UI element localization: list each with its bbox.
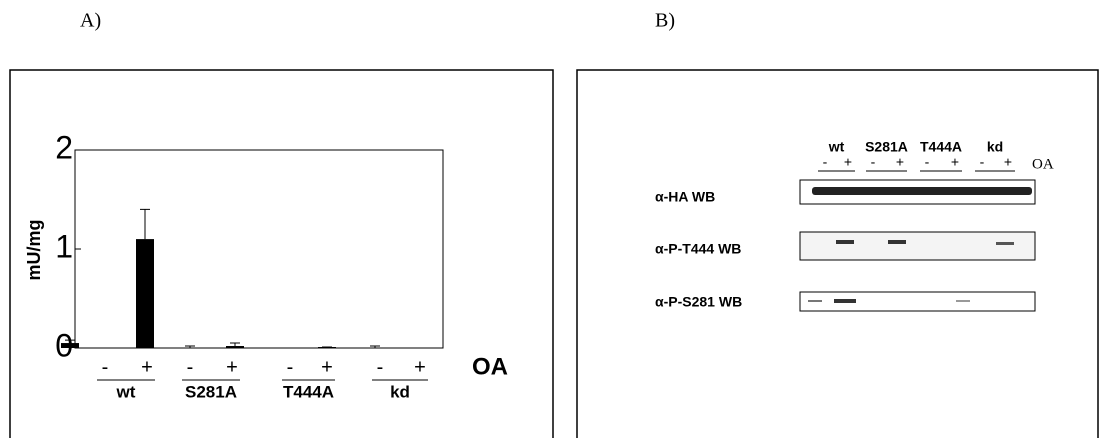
band (808, 300, 822, 302)
y-tick-label: 2 (55, 129, 73, 165)
x-tick-label: + (141, 356, 153, 378)
treatment-label: OA (472, 353, 508, 380)
group-label: S281A (185, 382, 237, 401)
plot-frame (75, 150, 443, 348)
group-label: T444A (283, 382, 334, 401)
x-tick-label: - (287, 356, 294, 378)
bar (226, 346, 244, 348)
band (834, 299, 856, 303)
band (836, 240, 854, 244)
lane-label: + (951, 154, 959, 170)
row-label: α-P-T444 WB (655, 241, 741, 257)
lane-label: - (823, 154, 828, 170)
x-tick-label: - (377, 356, 384, 378)
error-bar (230, 343, 240, 346)
bar (61, 343, 79, 348)
x-tick-label: + (226, 356, 238, 378)
bar (181, 348, 199, 349)
blot-group-label: S281A (865, 139, 908, 155)
panel-label: B) (655, 10, 675, 32)
lane-label: + (896, 154, 904, 170)
y-axis-label: mU/mg (24, 219, 44, 280)
group-label: wt (116, 382, 136, 401)
row-label: α-HA WB (655, 189, 715, 205)
band (996, 242, 1014, 245)
x-tick-label: - (102, 356, 109, 378)
lane-label: - (925, 154, 930, 170)
blot-group-label: wt (828, 139, 845, 155)
error-bar (140, 209, 150, 239)
x-tick-label: - (187, 356, 194, 378)
bar (366, 348, 384, 349)
x-tick-label: + (414, 356, 426, 378)
y-tick-label: 1 (55, 228, 73, 264)
group-label: kd (390, 382, 410, 401)
blot-group-label: kd (987, 139, 1003, 155)
band (956, 300, 970, 302)
panel-label: A) (80, 10, 101, 32)
lane-label: + (1004, 154, 1012, 170)
lane-label: + (844, 154, 852, 170)
blot-box (800, 232, 1035, 260)
lane-label: - (980, 154, 985, 170)
lane-label: - (871, 154, 876, 170)
band (812, 187, 1032, 195)
bar (136, 239, 154, 348)
band (888, 240, 906, 244)
x-tick-label: + (321, 356, 333, 378)
bands (812, 187, 1032, 195)
blot-treatment-label: OA (1032, 156, 1054, 172)
blot (800, 180, 1035, 311)
figure: A) B) mU/mg OA 012-+-+-+-+wtS281AT444Akd… (0, 0, 1110, 438)
blot-group-label: T444A (920, 139, 962, 155)
panel-frame (10, 70, 553, 438)
row-label: α-P-S281 WB (655, 294, 742, 310)
